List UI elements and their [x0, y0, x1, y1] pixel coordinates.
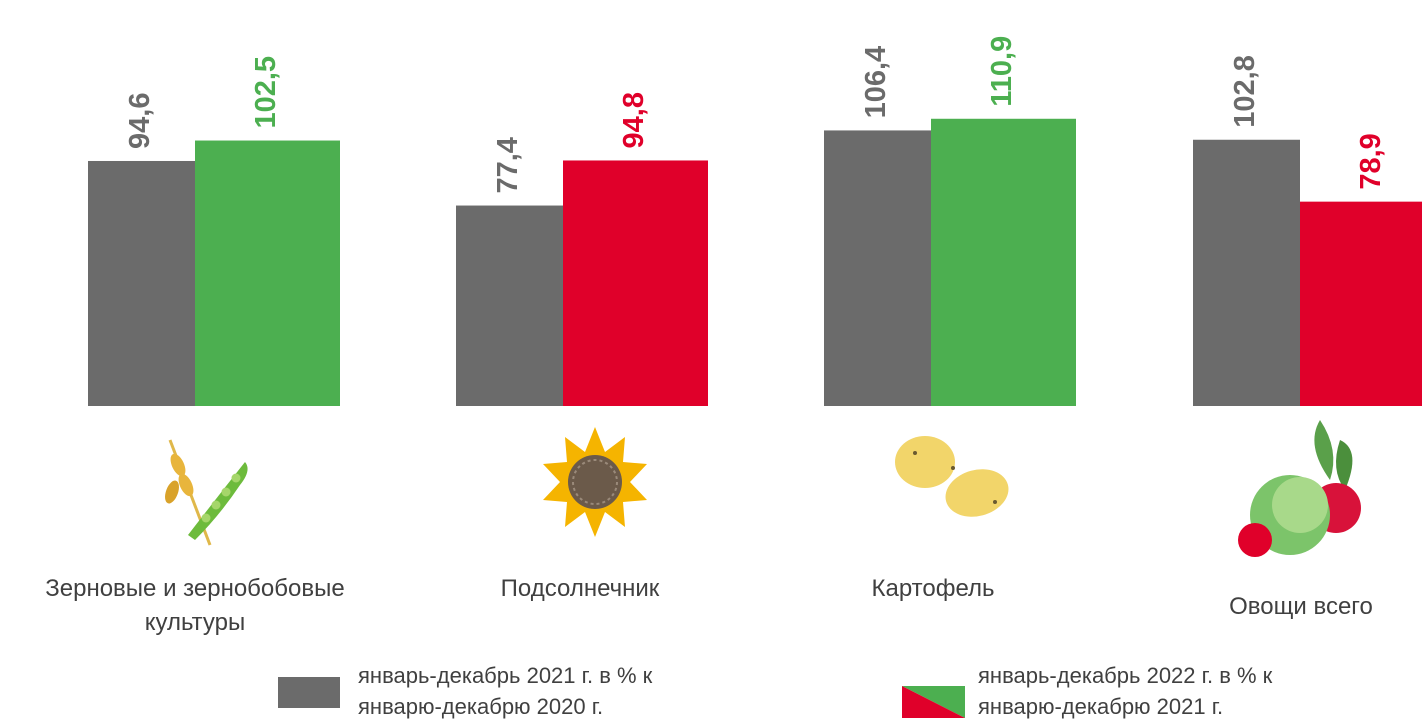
chart: 94,6 102,5 77,4 94,8 106,4 110,9 102,8 78,9 янв… [0, 0, 1422, 727]
icon-vegetables [1238, 420, 1361, 557]
data-label: 106,4 [860, 46, 892, 119]
data-label: 94,8 [618, 92, 650, 148]
bar [563, 160, 708, 406]
bar [931, 119, 1076, 406]
data-label: 94,6 [124, 93, 156, 149]
bar [456, 206, 563, 406]
data-label: 110,9 [986, 36, 1018, 107]
bar [88, 161, 195, 406]
legend-swatch [278, 677, 340, 708]
legend-label: январь-декабрь 2022 г. в % к январю-дека… [978, 660, 1323, 722]
data-label: 78,9 [1355, 133, 1387, 189]
bar [1193, 140, 1300, 406]
bar [824, 130, 931, 406]
data-label: 102,8 [1229, 55, 1261, 128]
icon-grain [162, 440, 247, 545]
category-label: Овощи всего [1101, 590, 1422, 624]
bar [1300, 202, 1422, 406]
data-label: 102,5 [250, 56, 282, 129]
bar [195, 141, 340, 406]
icon-potato [895, 436, 1014, 523]
icon-sunflower [543, 427, 647, 537]
legend-label: январь-декабрь 2021 г. в % к январю-дека… [358, 660, 703, 722]
data-label: 77,4 [492, 137, 524, 193]
category-label: Зерновые и зернобобовые культуры [0, 572, 395, 640]
category-label: Картофель [733, 572, 1133, 606]
category-label: Подсолнечник [380, 572, 780, 606]
